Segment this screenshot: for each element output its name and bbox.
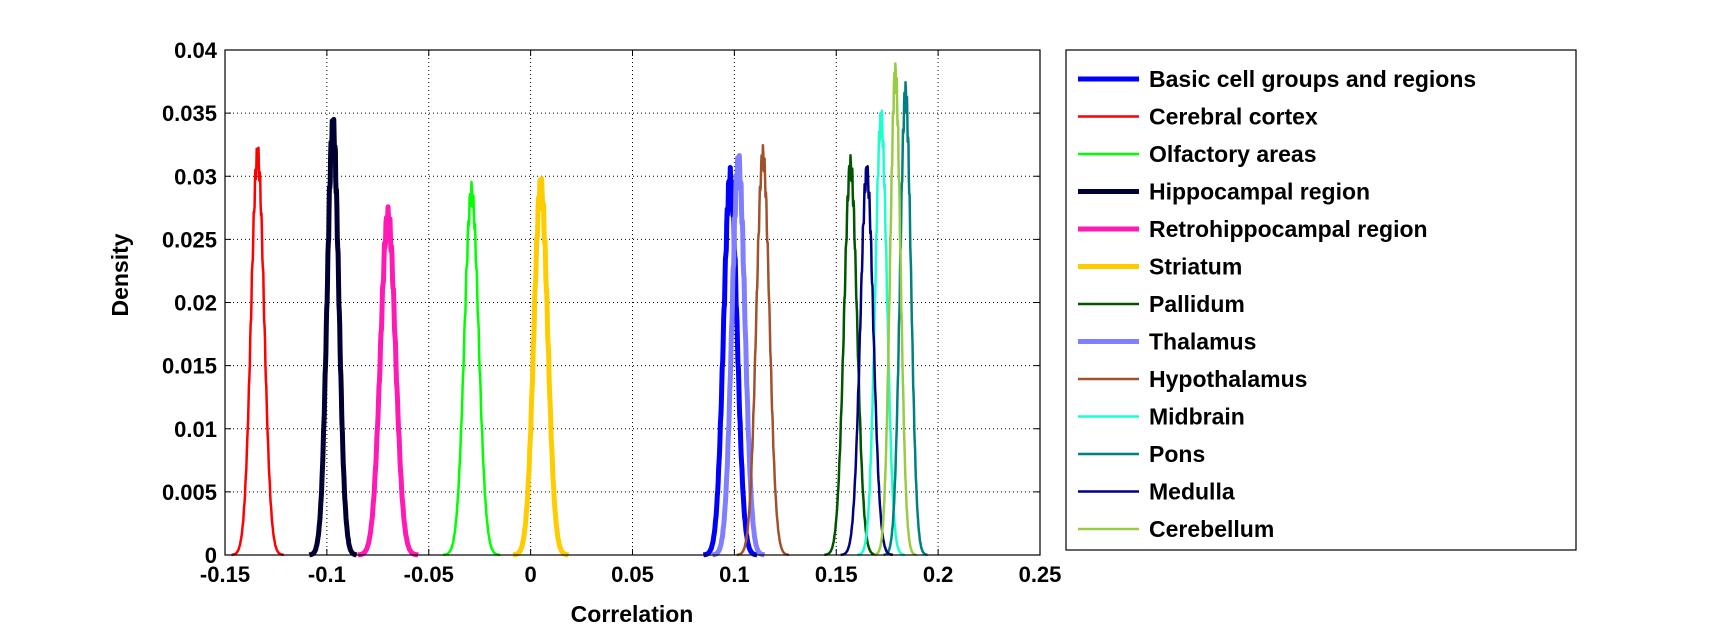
curves	[230, 62, 929, 558]
series-curve	[882, 80, 929, 557]
x-tick-label: 0	[525, 562, 537, 587]
legend-label: Hypothalamus	[1149, 366, 1307, 392]
legend-label: Basic cell groups and regions	[1149, 66, 1476, 92]
legend-label: Medulla	[1149, 479, 1235, 505]
y-tick-label: 0.005	[162, 480, 217, 505]
legend-label: Thalamus	[1149, 329, 1256, 355]
legend-label: Cerebral cortex	[1149, 104, 1318, 130]
grid-lines	[225, 50, 1040, 555]
legend-label: Retrohippocampal region	[1149, 216, 1428, 242]
series-curve	[355, 204, 421, 558]
y-tick-label: 0.025	[162, 227, 217, 252]
legend-label: Pallidum	[1149, 291, 1245, 317]
series-curve	[736, 143, 790, 557]
x-axis-label: Correlation	[571, 601, 694, 625]
x-tick-label: -0.15	[200, 562, 250, 587]
series-curve	[823, 153, 878, 557]
series-curve	[710, 153, 767, 558]
series-curve	[701, 165, 760, 558]
y-tick-label: 0.02	[174, 291, 217, 316]
legend-label: Hippocampal region	[1149, 179, 1370, 205]
x-tick-label: 0.05	[611, 562, 654, 587]
legend-label: Pons	[1149, 441, 1205, 467]
y-axis-label: Density	[107, 233, 133, 316]
x-tick-label: 0.25	[1019, 562, 1062, 587]
legend-label: Midbrain	[1149, 404, 1245, 430]
series-curve	[839, 165, 894, 557]
legend-label: Cerebellum	[1149, 516, 1274, 542]
x-tick-label: -0.1	[308, 562, 346, 587]
legend-box	[1065, 49, 1577, 551]
legend-label: Olfactory areas	[1149, 141, 1316, 167]
y-tick-label: 0.03	[174, 164, 217, 189]
x-tick-label: 0.1	[719, 562, 750, 587]
series-curve	[307, 116, 359, 558]
series-curve	[230, 146, 285, 557]
x-tick-label: 0.15	[815, 562, 858, 587]
y-tick-label: 0.015	[162, 354, 217, 379]
series-curve	[511, 176, 571, 558]
y-tick-label: 0.035	[162, 101, 217, 126]
series-curve	[873, 62, 918, 557]
legend-label: Striatum	[1149, 254, 1242, 280]
y-tick-label: 0.01	[174, 417, 217, 442]
x-tick-label: -0.05	[404, 562, 454, 587]
y-tick-label: 0	[205, 543, 217, 568]
x-axis-ticks: -0.15 -0.1 -0.05 0 0.05 0.1 0.15 0.2 0.25	[200, 50, 1061, 587]
series-curve	[442, 180, 501, 557]
legend: Basic cell groups and regions Cerebral co…	[1065, 49, 1577, 551]
series-curve	[856, 109, 906, 557]
y-tick-label: 0.04	[174, 38, 218, 63]
x-tick-label: 0.2	[923, 562, 954, 587]
y-axis-ticks: 0 0.005 0.01 0.015 0.02 0.025 0.03 0.035 0.04	[162, 38, 1040, 568]
